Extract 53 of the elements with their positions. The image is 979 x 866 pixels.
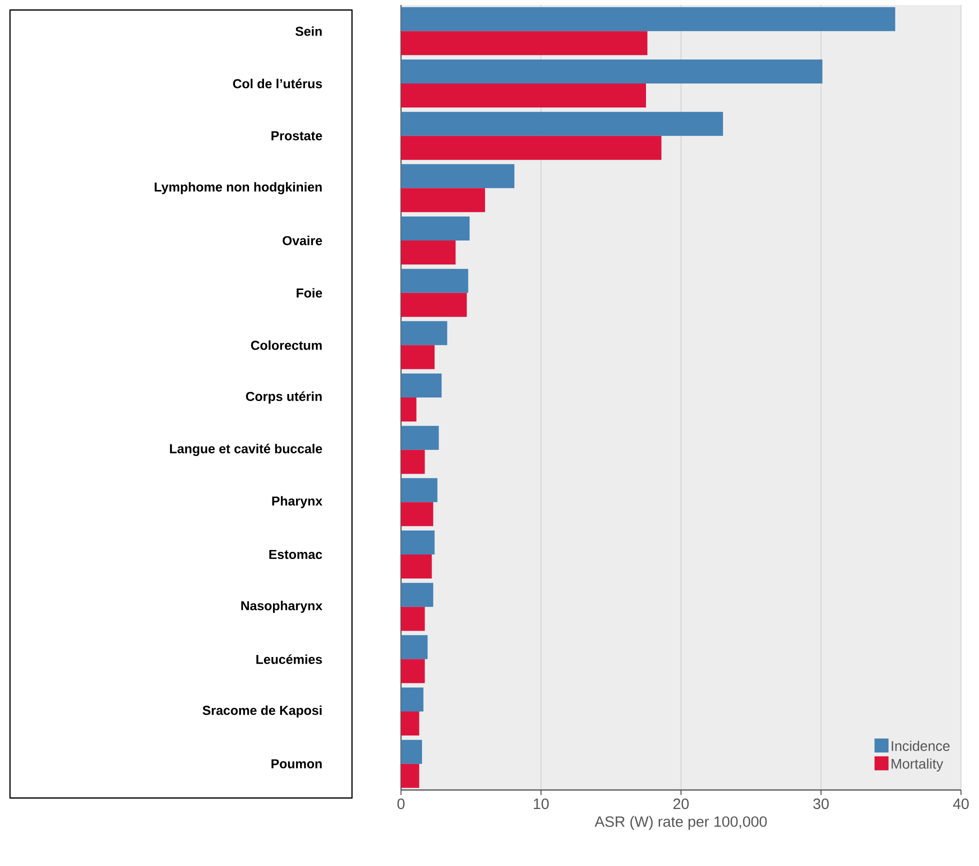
y-tick-label: Estomac: [269, 550, 322, 560]
bar: [401, 606, 425, 631]
y-tick-label: Pharynx: [272, 496, 322, 508]
bar: [401, 83, 646, 108]
bar: [401, 345, 435, 370]
bar: [401, 31, 648, 56]
bar: [401, 373, 442, 398]
bar: [401, 740, 422, 764]
bar: [401, 7, 896, 32]
y-tick-label: Foie: [296, 288, 322, 298]
bar: [401, 450, 425, 474]
bar: [401, 292, 467, 317]
bar: [401, 188, 486, 212]
bar: [401, 478, 438, 502]
y-tick-label: Leucémies: [256, 654, 322, 664]
bar: [401, 687, 424, 712]
x-tick-label: 10: [534, 798, 549, 810]
bar: [401, 268, 468, 293]
x-tick-label: 0: [397, 798, 405, 810]
y-tick-label: Sein: [296, 26, 322, 36]
bar: [401, 59, 822, 84]
y-tick-label: Colorectum: [251, 340, 322, 350]
legend-label: Incidence: [892, 740, 950, 751]
bar: [401, 164, 514, 188]
bar: [401, 711, 420, 736]
bar: [401, 582, 434, 607]
bar: [401, 321, 448, 346]
y-tick-label: Lymphome non hodgkinien: [154, 182, 322, 194]
x-tick-label: 30: [813, 798, 829, 810]
bar: [401, 426, 439, 450]
bar: [401, 397, 416, 422]
y-tick-label: Sracome de Kaposi: [202, 705, 322, 718]
bar: [401, 136, 662, 160]
x-tick-label: 40: [953, 798, 969, 810]
y-tick-label: Poumon: [272, 759, 322, 768]
y-tick-label: Col de l’utérus: [233, 78, 322, 88]
y-tick-label: Ovaire: [282, 236, 322, 246]
bar: [401, 240, 456, 264]
y-tick-label: Langue et cavité buccale: [170, 444, 322, 456]
y-tick-label: Prostate: [272, 131, 322, 140]
bar: [401, 635, 428, 660]
bar: [401, 216, 470, 240]
legend-label: Mortality: [892, 758, 944, 772]
x-axis-title: ASR (W) rate per 100,000: [594, 816, 767, 830]
x-tick-label: 20: [673, 798, 689, 810]
bar: [401, 112, 724, 136]
y-tick-label: Corps utérin: [246, 391, 322, 404]
y-tick-label: Nasopharynx: [241, 600, 322, 613]
bar: [401, 502, 434, 526]
bar: [401, 554, 432, 578]
bar: [401, 659, 425, 684]
bar: [401, 764, 420, 788]
bar: [401, 530, 435, 554]
